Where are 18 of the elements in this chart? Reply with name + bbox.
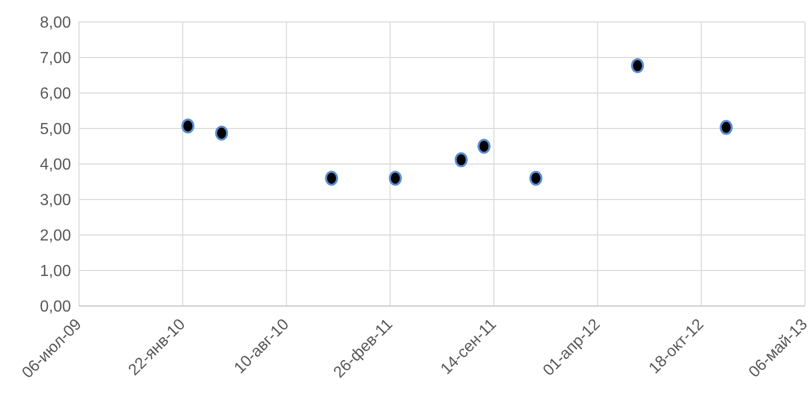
y-tick-label: 8,00 bbox=[40, 14, 72, 32]
y-tick-label: 0,00 bbox=[40, 298, 72, 316]
y-tick-label: 6,00 bbox=[40, 86, 72, 103]
point bbox=[529, 170, 542, 186]
point bbox=[215, 126, 228, 141]
y-tick-label: 7,00 bbox=[40, 50, 72, 68]
y-tick-label: 1,00 bbox=[40, 263, 72, 280]
point bbox=[388, 170, 402, 186]
y-tick-label: 3,00 bbox=[40, 192, 72, 210]
point bbox=[478, 138, 491, 154]
y-tick-label: 5,00 bbox=[40, 121, 72, 138]
y-tick-label: 4,00 bbox=[40, 156, 72, 174]
y-tick-label: 2,00 bbox=[40, 228, 72, 245]
point bbox=[325, 170, 338, 186]
point bbox=[720, 120, 733, 135]
point bbox=[454, 152, 468, 168]
point bbox=[181, 118, 194, 134]
point bbox=[631, 58, 644, 74]
